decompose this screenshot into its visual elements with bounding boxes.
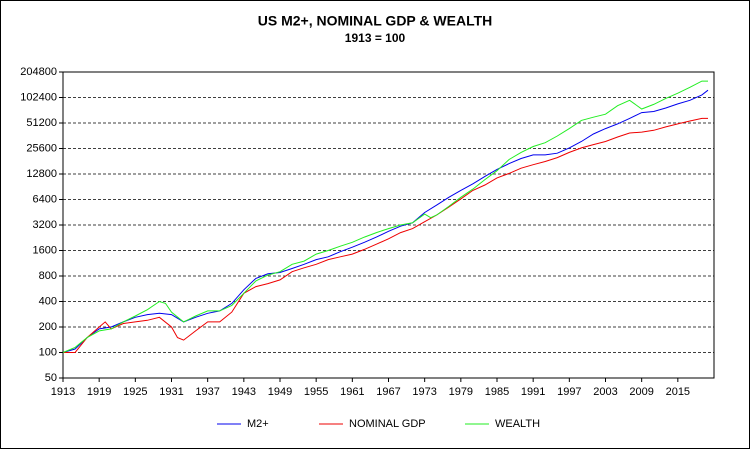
x-tick-label: 1931 bbox=[159, 386, 183, 398]
y-tick-label: 25600 bbox=[26, 142, 57, 154]
y-tick-label: 800 bbox=[39, 270, 57, 282]
y-tick-label: 3200 bbox=[33, 219, 57, 231]
x-tick-label: 1979 bbox=[449, 386, 473, 398]
y-tick-label: 51200 bbox=[26, 117, 57, 129]
x-tick-label: 2003 bbox=[593, 386, 617, 398]
y-tick-label: 1600 bbox=[33, 244, 57, 256]
x-tick-label: 1937 bbox=[195, 386, 219, 398]
x-tick-label: 1925 bbox=[123, 386, 147, 398]
y-tick-label: 12800 bbox=[26, 168, 57, 180]
x-tick-label: 1967 bbox=[376, 386, 400, 398]
x-tick-label: 1973 bbox=[412, 386, 436, 398]
x-tick-label: 1913 bbox=[51, 386, 75, 398]
x-tick-label: 2015 bbox=[666, 386, 690, 398]
legend-label: NOMINAL GDP bbox=[349, 418, 426, 430]
x-tick-label: 1943 bbox=[232, 386, 256, 398]
x-tick-label: 1997 bbox=[557, 386, 581, 398]
y-tick-label: 100 bbox=[39, 346, 57, 358]
legend-label: M2+ bbox=[247, 418, 269, 430]
y-tick-label: 204800 bbox=[20, 66, 57, 78]
series-line bbox=[62, 80, 708, 353]
x-tick-label: 2009 bbox=[629, 386, 653, 398]
x-tick-label: 1919 bbox=[87, 386, 111, 398]
y-tick-label: 200 bbox=[39, 321, 57, 333]
series-line bbox=[62, 89, 709, 353]
x-tick-label: 1955 bbox=[304, 386, 328, 398]
y-tick-label: 102400 bbox=[20, 91, 57, 103]
plot-area bbox=[62, 71, 715, 379]
y-tick-label: 6400 bbox=[33, 193, 57, 205]
x-tick-label: 1961 bbox=[340, 386, 364, 398]
chart-subtitle: 1913 = 100 bbox=[345, 31, 406, 45]
x-tick-label: 1949 bbox=[268, 386, 292, 398]
x-tick-label: 1985 bbox=[485, 386, 509, 398]
y-tick-label: 50 bbox=[45, 372, 57, 384]
chart-title: US M2+, NOMINAL GDP & WEALTH bbox=[258, 13, 493, 29]
y-tick-label: 400 bbox=[39, 295, 57, 307]
series-line bbox=[63, 117, 708, 353]
x-tick-label: 1991 bbox=[521, 386, 545, 398]
legend-label: WEALTH bbox=[495, 418, 540, 430]
